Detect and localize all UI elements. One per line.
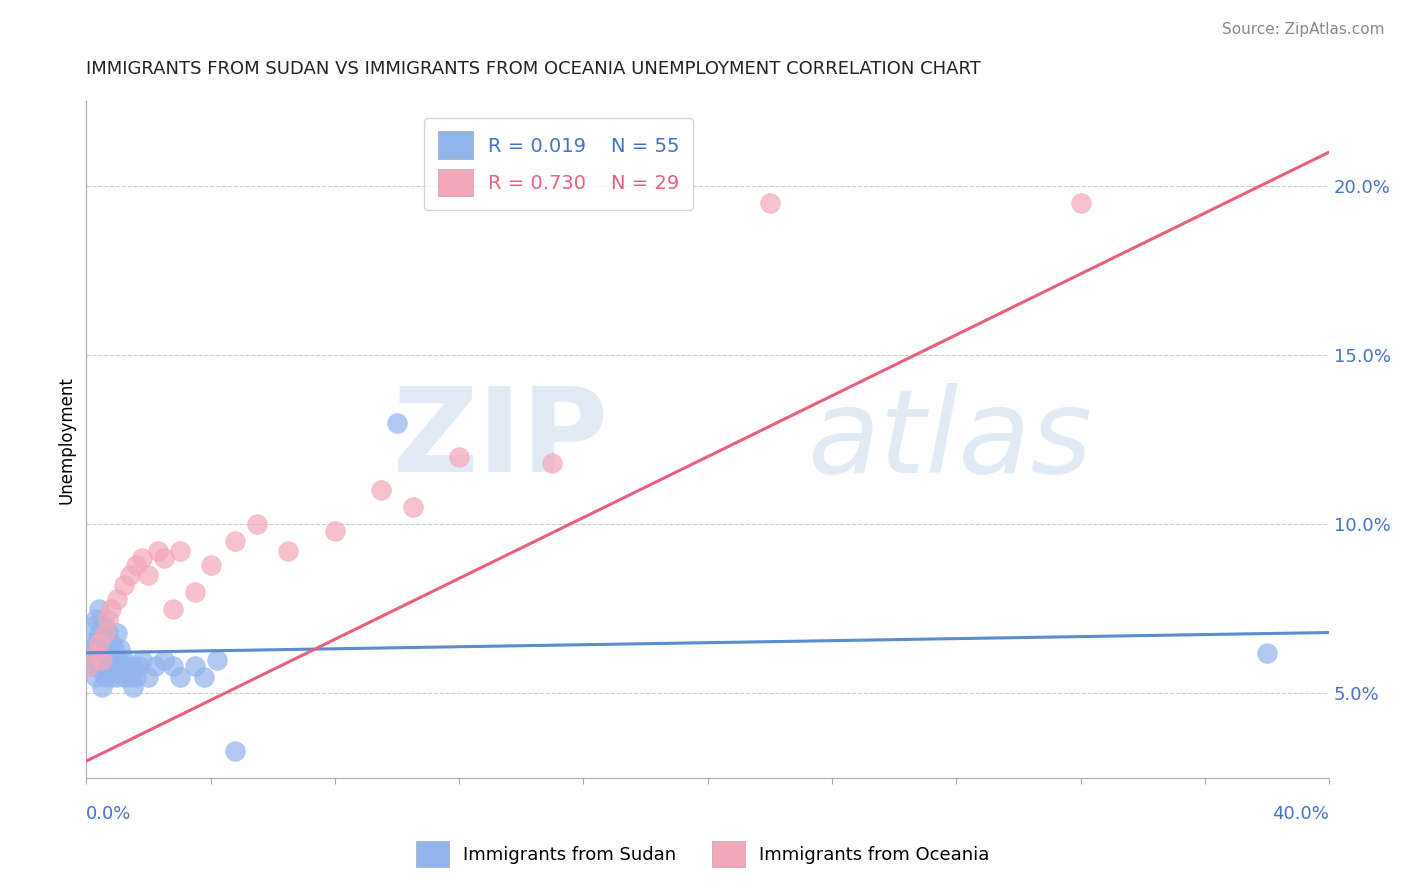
Point [122,659,145,673]
Text: 0.0%: 0.0% [86,805,132,823]
Point [224,534,246,549]
Point [277,544,299,558]
Point [759,195,782,210]
Legend: R = 0.019    N = 55, R = 0.730    N = 29: R = 0.019 N = 55, R = 0.730 N = 29 [425,118,693,210]
Point [90,663,112,677]
Point [153,551,176,566]
Point [90,635,112,649]
Point [82,619,104,633]
Point [90,652,112,666]
Point [87,642,110,657]
Point [112,669,135,683]
Point [162,659,184,673]
Point [118,568,141,582]
Point [169,669,191,683]
Point [143,659,166,673]
Point [169,544,191,558]
Point [125,558,148,572]
Point [224,744,246,758]
Point [90,652,112,666]
Point [87,602,110,616]
Point [122,680,145,694]
Point [94,669,117,683]
Point [110,642,132,657]
Point [100,602,122,616]
Point [162,602,184,616]
Point [94,625,117,640]
Point [97,646,120,660]
Point [84,612,107,626]
Point [100,635,122,649]
Point [87,625,110,640]
Point [125,669,148,683]
Text: 40.0%: 40.0% [1272,805,1329,823]
Point [246,517,269,532]
Point [541,456,564,470]
Point [105,625,128,640]
Point [118,669,141,683]
Point [128,659,150,673]
Point [193,669,215,683]
Point [82,659,104,673]
Point [84,669,107,683]
Legend: Immigrants from Sudan, Immigrants from Oceania: Immigrants from Sudan, Immigrants from O… [409,834,997,874]
Point [105,652,128,666]
Point [105,669,128,683]
Point [184,585,207,599]
Text: Source: ZipAtlas.com: Source: ZipAtlas.com [1222,22,1385,37]
Point [90,619,112,633]
Point [1070,195,1092,210]
Point [200,558,222,572]
Point [82,646,104,660]
Point [84,635,107,649]
Point [79,659,101,673]
Point [100,669,122,683]
Text: atlas: atlas [807,383,1092,497]
Point [103,659,125,673]
Point [138,669,160,683]
Point [1256,646,1278,660]
Point [131,551,153,566]
Point [84,652,107,666]
Point [94,619,117,633]
Point [385,416,408,430]
Point [115,659,138,673]
Point [100,652,122,666]
Point [87,635,110,649]
Point [94,635,117,649]
Point [323,524,346,538]
Point [112,578,135,592]
Point [105,591,128,606]
Point [153,652,176,666]
Text: ZIP: ZIP [392,382,609,497]
Point [184,659,207,673]
Point [449,450,471,464]
Y-axis label: Unemployment: Unemployment [58,376,75,504]
Point [205,652,228,666]
Point [110,659,132,673]
Point [79,652,101,666]
Point [112,652,135,666]
Point [131,652,153,666]
Point [97,612,120,626]
Point [87,659,110,673]
Point [370,483,392,498]
Point [146,544,169,558]
Point [79,635,101,649]
Point [90,680,112,694]
Point [97,659,120,673]
Point [103,642,125,657]
Point [97,625,120,640]
Text: IMMIGRANTS FROM SUDAN VS IMMIGRANTS FROM OCEANIA UNEMPLOYMENT CORRELATION CHART: IMMIGRANTS FROM SUDAN VS IMMIGRANTS FROM… [86,60,981,78]
Point [401,500,423,515]
Point [84,646,107,660]
Point [94,652,117,666]
Point [138,568,160,582]
